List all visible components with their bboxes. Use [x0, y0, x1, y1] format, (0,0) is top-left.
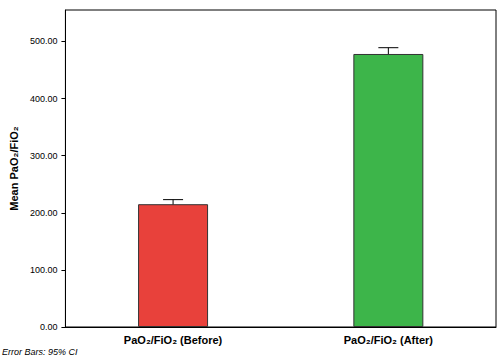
svg-text:300.00: 300.00 — [30, 151, 58, 161]
svg-text:200.00: 200.00 — [30, 208, 58, 218]
svg-text:Error Bars: 95% CI: Error Bars: 95% CI — [2, 347, 78, 357]
svg-text:0.00: 0.00 — [40, 322, 58, 332]
svg-text:400.00: 400.00 — [30, 94, 58, 104]
svg-text:Mean PaO₂/FiO₂: Mean PaO₂/FiO₂ — [8, 126, 20, 210]
svg-text:500.00: 500.00 — [30, 36, 58, 46]
svg-text:PaO₂/FiO₂ (Before): PaO₂/FiO₂ (Before) — [124, 334, 223, 346]
svg-text:100.00: 100.00 — [30, 265, 58, 275]
svg-text:PaO₂/FiO₂ (After): PaO₂/FiO₂ (After) — [344, 334, 434, 346]
